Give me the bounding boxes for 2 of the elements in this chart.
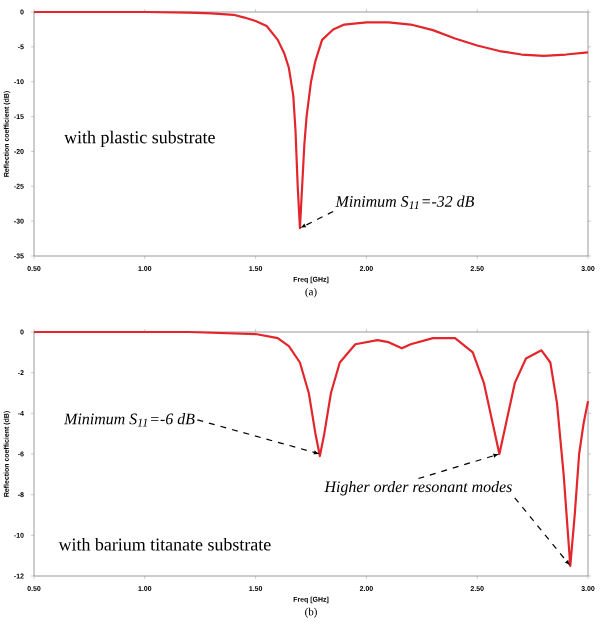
annotation: with plastic substrate [64, 130, 215, 148]
annotation: with barium titanate substrate [58, 537, 271, 551]
